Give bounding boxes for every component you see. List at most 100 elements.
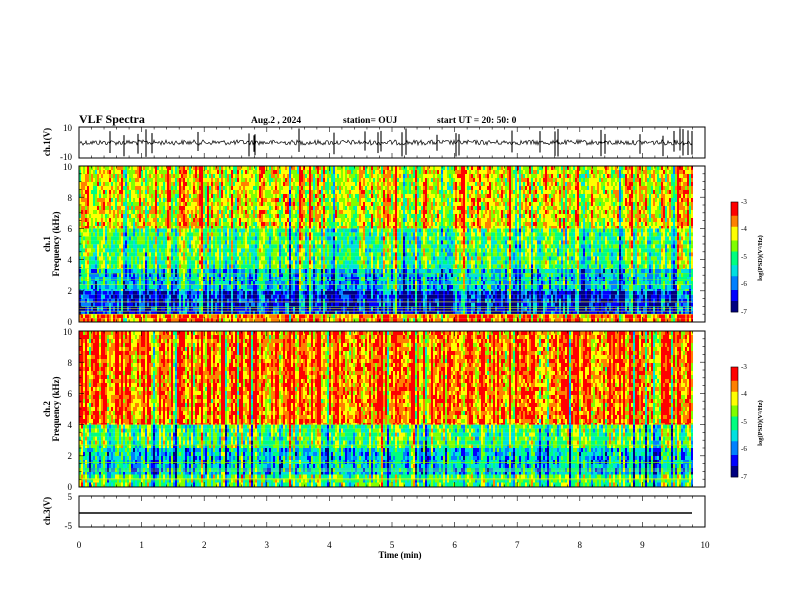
spectrogram-cell: [677, 314, 679, 318]
spectrogram-cell: [479, 299, 481, 303]
spectrogram-cell: [479, 228, 481, 232]
spectrogram-cell: [565, 232, 567, 236]
spectrogram-cell: [577, 269, 579, 273]
spectrogram-cell: [613, 232, 615, 236]
spectrogram-cell: [339, 232, 341, 236]
spectrogram-cell: [547, 285, 549, 289]
spectrogram-cell: [577, 277, 579, 281]
spectrogram-cell: [177, 269, 179, 273]
spectrogram-cell: [573, 285, 575, 289]
spectrogram-cell: [513, 277, 515, 281]
spectrogram-cell: [173, 314, 175, 318]
spectrogram-cell: [325, 291, 327, 295]
spectrogram-cell: [429, 285, 431, 289]
spectrogram-cell: [135, 277, 137, 281]
spectrogram-cell: [327, 318, 329, 322]
spectrogram-cell: [387, 285, 389, 289]
spectrogram-cell: [335, 277, 337, 281]
spectrogram-cell: [453, 295, 455, 299]
spectrogram-cell: [357, 314, 359, 318]
spectrogram-cell: [353, 314, 355, 318]
spectrogram-cell: [187, 285, 189, 289]
spectrogram-cell: [97, 307, 99, 311]
spectrogram-cell: [603, 314, 605, 318]
spectrogram-cell: [295, 269, 297, 273]
spectrogram-cell: [117, 314, 119, 318]
spectrogram-cell: [437, 303, 439, 307]
spectrogram-cell: [97, 236, 99, 240]
spectrogram-cell: [81, 295, 83, 299]
spectrogram-cell: [497, 318, 499, 322]
spectrogram-cell: [283, 314, 285, 318]
spectrogram-cell: [181, 303, 183, 307]
spectrogram-cell: [95, 228, 97, 232]
spectrogram-cell: [475, 228, 477, 232]
spectrogram-cell: [659, 299, 661, 303]
spectrogram-cell: [201, 285, 203, 289]
spectrogram-cell: [619, 303, 621, 307]
spectrogram-cell: [363, 307, 365, 311]
spectrogram-cell: [571, 307, 573, 311]
spectrogram-cell: [333, 307, 335, 311]
spectrogram-cell: [197, 269, 199, 273]
spectrogram-cell: [681, 277, 683, 281]
spectrogram-cell: [219, 303, 221, 307]
spectrogram-cell: [381, 291, 383, 295]
spectrogram-cell: [241, 232, 243, 236]
spectrogram-cell: [683, 291, 685, 295]
spectrogram-cell: [345, 318, 347, 322]
spectrogram-cell: [635, 291, 637, 295]
spectrogram-cell: [419, 318, 421, 322]
spectrogram-cell: [211, 307, 213, 311]
spectrogram-cell: [129, 307, 131, 311]
spectrogram-cell: [587, 277, 589, 281]
spectrogram-cell: [483, 303, 485, 307]
spectrogram-cell: [183, 228, 185, 232]
spectrogram-cell: [203, 299, 205, 303]
spectrogram-cell: [289, 291, 291, 295]
spectrogram-cell: [419, 303, 421, 307]
spectrogram-cell: [235, 307, 237, 311]
spectrogram-cell: [461, 232, 463, 236]
spectrogram-cell: [175, 307, 177, 311]
spectrogram-cell: [421, 228, 423, 232]
spectrogram-cell: [609, 307, 611, 311]
spectrogram-cell: [383, 228, 385, 232]
spectrogram-cell: [205, 289, 207, 291]
spectrogram-cell: [155, 291, 157, 295]
spectrogram-cell: [647, 299, 649, 303]
spectrogram-cell: [101, 228, 103, 232]
spectrogram-cell: [559, 314, 561, 318]
spectrogram-cell: [555, 291, 557, 295]
spectrogram-cell: [121, 295, 123, 299]
spectrogram-cell: [229, 303, 231, 307]
spectrogram-cell: [313, 303, 315, 307]
spectrogram-cell: [579, 232, 581, 236]
spectrogram-cell: [439, 314, 441, 318]
spectrogram-cell: [591, 299, 593, 303]
spectrogram-cell: [397, 299, 399, 303]
spectrogram-cell: [493, 232, 495, 236]
spectrogram-cell: [319, 228, 321, 232]
spectrogram-cell: [351, 285, 353, 289]
spectrogram-cell: [93, 232, 95, 236]
spectrogram-cell: [479, 314, 481, 318]
spectrogram-cell: [469, 277, 471, 281]
spectrogram-cell: [543, 303, 545, 307]
spectrogram-cell: [95, 307, 97, 311]
spectrogram-cell: [377, 307, 379, 311]
spectrogram-cell: [135, 269, 137, 273]
spectrogram-cell: [597, 285, 599, 289]
spectrogram-cell: [309, 269, 311, 273]
spectrogram-cell: [103, 291, 105, 295]
spectrogram-cell: [565, 269, 567, 273]
spectrogram-cell: [121, 318, 123, 322]
spectrogram-cell: [257, 289, 259, 291]
spectrogram-cell: [639, 228, 641, 232]
spectrogram-cell: [537, 299, 539, 303]
spectrogram-cell: [127, 289, 129, 291]
spectrogram-cell: [119, 232, 121, 236]
spectrogram-cell: [285, 289, 287, 291]
spectrogram-cell: [609, 318, 611, 322]
spectrogram-cell: [205, 314, 207, 318]
